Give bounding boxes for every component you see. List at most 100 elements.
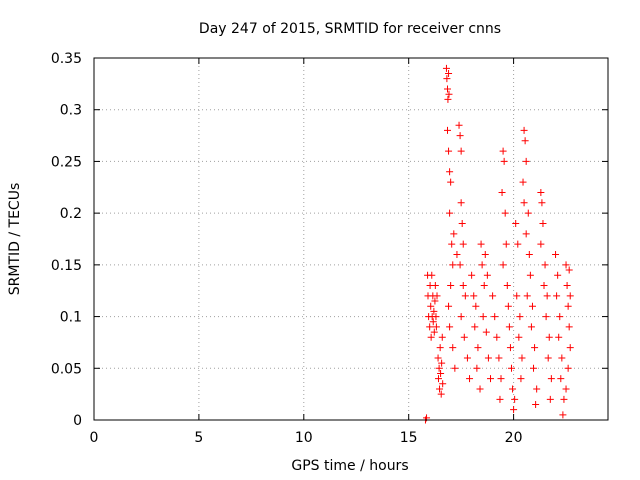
y-tick-label: 0.35 xyxy=(51,51,82,67)
data-point xyxy=(445,147,453,155)
data-point xyxy=(515,333,523,341)
data-point xyxy=(436,344,444,352)
data-point xyxy=(479,313,487,321)
data-point xyxy=(527,323,535,331)
data-point xyxy=(456,261,464,269)
data-point xyxy=(457,147,465,155)
data-point xyxy=(553,292,561,300)
data-point xyxy=(433,292,441,300)
data-point xyxy=(552,251,560,259)
data-point xyxy=(446,323,454,331)
data-point xyxy=(554,271,562,279)
data-point xyxy=(489,292,497,300)
data-point xyxy=(521,137,529,145)
data-point xyxy=(443,75,451,83)
data-point xyxy=(504,302,512,310)
data-point xyxy=(533,385,541,393)
data-point xyxy=(543,292,551,300)
y-tick-label: 0.25 xyxy=(51,154,82,170)
data-point xyxy=(483,271,491,279)
data-point xyxy=(438,333,446,341)
y-tick-label: 0.15 xyxy=(51,258,82,274)
data-point xyxy=(491,313,499,321)
data-point xyxy=(448,240,456,248)
data-point xyxy=(522,157,530,165)
data-point xyxy=(507,364,515,372)
data-point xyxy=(432,323,440,331)
data-point xyxy=(493,333,501,341)
data-point xyxy=(545,333,553,341)
data-point xyxy=(510,406,518,414)
data-point xyxy=(547,375,555,383)
y-axis-label: SRMTID / TECUs xyxy=(7,183,23,296)
data-point xyxy=(426,323,434,331)
data-point xyxy=(502,240,510,248)
data-point xyxy=(434,375,442,383)
data-point xyxy=(541,261,549,269)
data-point xyxy=(436,385,444,393)
data-point xyxy=(542,313,550,321)
data-point xyxy=(555,333,563,341)
data-point xyxy=(523,292,531,300)
data-point xyxy=(456,132,464,140)
data-point xyxy=(500,157,508,165)
data-point xyxy=(461,292,469,300)
data-point xyxy=(439,380,447,388)
data-point xyxy=(484,354,492,362)
data-point xyxy=(445,70,453,78)
data-point xyxy=(516,313,524,321)
data-point xyxy=(539,219,547,227)
data-point xyxy=(566,292,574,300)
data-point xyxy=(566,344,574,352)
data-point xyxy=(482,328,490,336)
data-point xyxy=(562,385,570,393)
data-point xyxy=(514,240,522,248)
data-point xyxy=(562,261,570,269)
data-point xyxy=(537,188,545,196)
data-point xyxy=(455,121,463,129)
data-point xyxy=(559,411,567,419)
data-point xyxy=(524,209,532,217)
data-point xyxy=(450,230,458,238)
data-point xyxy=(513,292,521,300)
data-point xyxy=(512,219,520,227)
tick-labels: 0 5 10 15 20 0 0.05 0.1 0.15 0.2 0.25 0.3 0.35 xyxy=(51,51,523,446)
data-point xyxy=(472,302,480,310)
data-point xyxy=(563,282,571,290)
y-tick-label: 0.3 xyxy=(60,103,82,119)
data-point xyxy=(453,251,461,259)
x-axis-label: GPS time / hours xyxy=(291,458,408,474)
data-point xyxy=(446,168,454,176)
data-point xyxy=(497,375,505,383)
y-tick-label: 0 xyxy=(73,413,82,429)
data-point xyxy=(430,307,438,315)
data-point xyxy=(495,354,503,362)
data-point xyxy=(558,354,566,362)
data-point xyxy=(429,318,437,326)
axis-ticks xyxy=(93,57,608,421)
x-tick-label: 15 xyxy=(400,430,418,446)
data-point xyxy=(506,344,514,352)
data-point xyxy=(503,282,511,290)
data-point xyxy=(517,375,525,383)
data-point xyxy=(437,369,445,377)
data-point xyxy=(460,333,468,341)
data-point xyxy=(430,328,438,336)
data-point xyxy=(427,333,435,341)
x-tick-label: 0 xyxy=(90,430,99,446)
data-point xyxy=(449,344,457,352)
y-tick-label: 0.2 xyxy=(60,206,82,222)
data-point xyxy=(445,302,453,310)
y-tick-label: 0.1 xyxy=(60,310,82,326)
data-point xyxy=(459,240,467,248)
data-point xyxy=(451,364,459,372)
data-point xyxy=(530,364,538,372)
data-point xyxy=(444,95,452,103)
data-point xyxy=(526,271,534,279)
data-point xyxy=(438,359,446,367)
data-point xyxy=(498,188,506,196)
data-point xyxy=(560,395,568,403)
data-point xyxy=(449,261,457,269)
data-point xyxy=(457,313,465,321)
